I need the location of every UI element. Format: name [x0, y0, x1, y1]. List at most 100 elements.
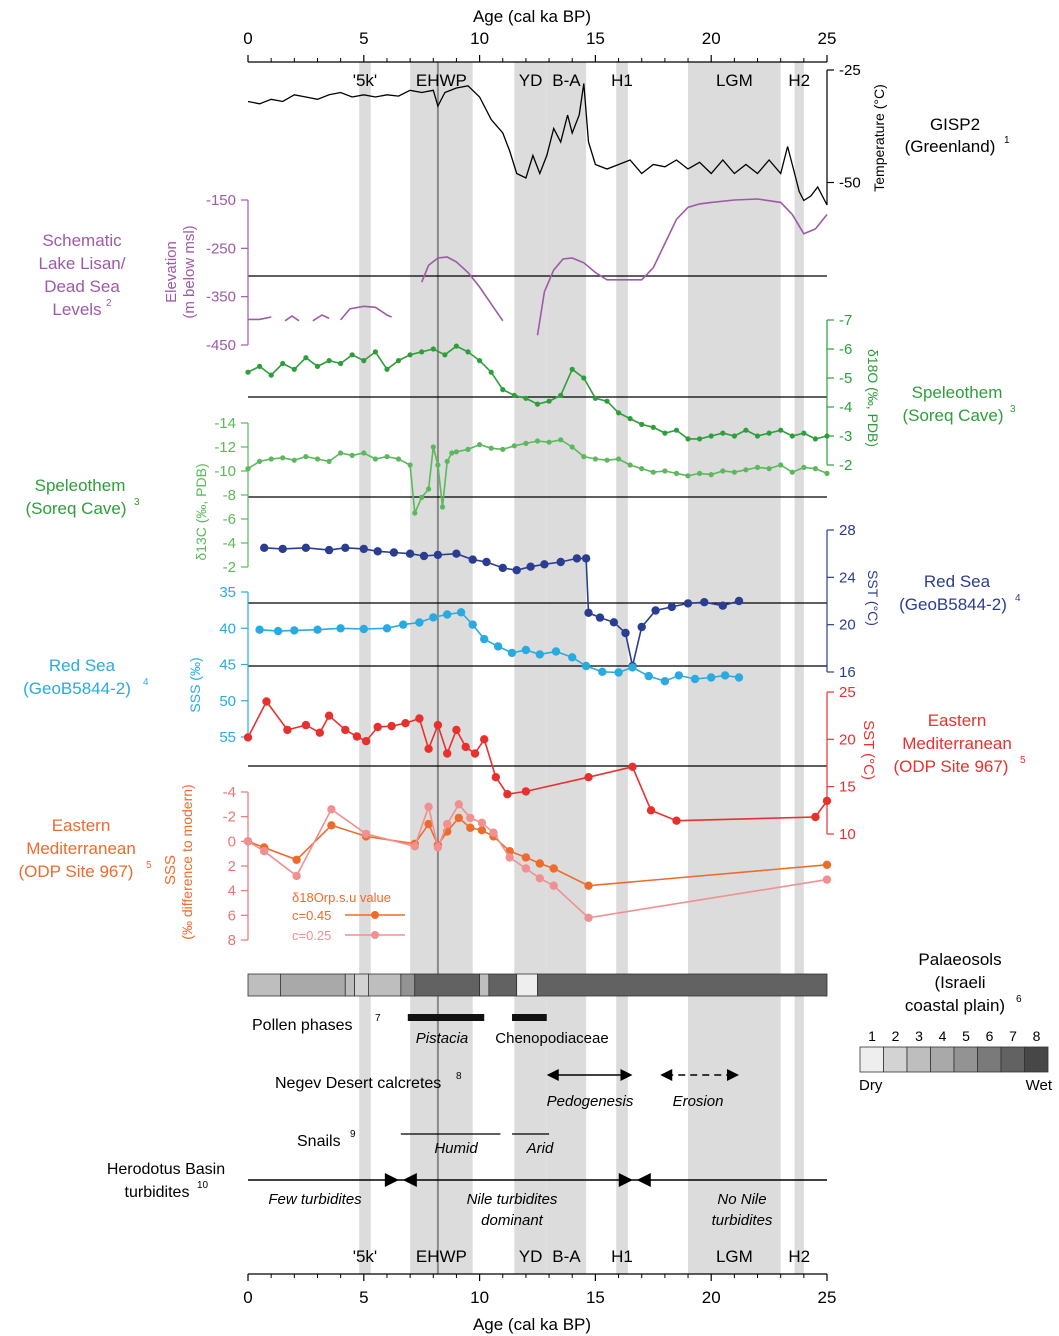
- series-point-4-0: [452, 549, 461, 558]
- scale-label-5: 5: [962, 1028, 970, 1044]
- series-point-6-0: [301, 720, 311, 730]
- series-point-6-0: [480, 735, 489, 744]
- series-point-2-0: [465, 349, 471, 355]
- series-point-3-0: [685, 473, 691, 479]
- series-point-3-0: [581, 454, 587, 460]
- panel-tick-label-6: 20: [839, 731, 856, 748]
- series-point-4-0: [700, 598, 709, 607]
- series-point-3-0: [720, 468, 726, 474]
- series-point-2-0: [338, 360, 344, 367]
- series-point-3-0: [453, 449, 459, 455]
- soreq-o-label-line2: (Soreq Cave): [902, 406, 1003, 425]
- series-point-4-0: [584, 608, 593, 617]
- series-point-2-0: [616, 410, 622, 416]
- series-point-3-0: [789, 469, 795, 475]
- sss-legend: δ18Orp.s.u value c=0.45 c=0.25: [292, 890, 405, 943]
- series-point-3-0: [708, 472, 714, 478]
- series-point-2-0: [720, 430, 726, 436]
- series-point-4-0: [498, 563, 507, 573]
- series-point-2-0: [766, 430, 772, 436]
- event-band-5: [688, 62, 781, 1274]
- series-point-6-0: [387, 721, 396, 731]
- redsea-sss-label-sup: 4: [143, 677, 149, 688]
- series-point-2-0: [384, 366, 390, 372]
- series-point-2-0: [604, 398, 610, 404]
- series-point-6-0: [811, 812, 820, 822]
- x-tick-label-0: 25: [818, 29, 837, 48]
- emed-sss-label-line1: Eastern: [52, 816, 111, 835]
- series-point-4-0: [651, 606, 660, 615]
- series-point-2-0: [303, 355, 309, 361]
- x-tick-label-0: 0: [243, 29, 252, 48]
- panel-tick-label-4: 24: [839, 569, 856, 586]
- series-point-2-0: [280, 360, 286, 367]
- series-point-3-0: [268, 456, 274, 462]
- x-tick-label-1: 0: [243, 1288, 252, 1307]
- redsea-sst-label-sup: 4: [1015, 593, 1021, 604]
- series-point-5-0: [734, 673, 744, 682]
- scale-label-7: 7: [1009, 1028, 1017, 1044]
- series-point-2-0: [500, 387, 506, 393]
- lisan-axis-title-1: Elevation: [163, 241, 180, 303]
- series-point-7-1: [327, 805, 336, 814]
- soreq-o-label-sup: 3: [1010, 404, 1016, 415]
- soreq-c-label-line1: Speleothem: [35, 476, 126, 495]
- emed-sss-label-line3: (ODP Site 967): [19, 862, 134, 881]
- series-point-5-0: [313, 625, 322, 634]
- series-point-2-0: [419, 349, 425, 355]
- event-label-3-bottom: B-A: [552, 1247, 581, 1266]
- redsea-sss-axis-title: SSS (‰): [187, 657, 203, 712]
- panel-tick-label-3: -10: [214, 463, 236, 480]
- panel-tick-label-1: -350: [206, 289, 236, 306]
- series-point-5-0: [336, 624, 345, 633]
- event-bands: [359, 62, 804, 1274]
- redsea-sss-label-line2: (GeoB5844-2): [23, 679, 131, 698]
- panel-tick-label-2: -2: [839, 457, 852, 474]
- series-point-4-0: [482, 557, 491, 567]
- series-point-3-0: [349, 452, 355, 458]
- series-point-2-0: [789, 433, 795, 439]
- panel-tick-label-7: 0: [228, 833, 236, 850]
- redsea-sss-label-line1: Red Sea: [49, 656, 116, 675]
- series-point-3-0: [395, 456, 402, 462]
- series-point-7-0: [424, 819, 433, 829]
- series-point-5-0: [468, 620, 477, 629]
- series-point-5-0: [429, 613, 438, 622]
- panel-tick-label-5: 35: [219, 584, 236, 601]
- scale-label-3: 3: [915, 1028, 923, 1044]
- x-tick-label-0: 15: [586, 29, 605, 48]
- series-point-5-0: [507, 648, 517, 658]
- series-point-2-0: [569, 366, 575, 372]
- series-point-6-0: [424, 744, 433, 753]
- series-point-5-0: [614, 668, 623, 677]
- series-point-6-0: [461, 742, 470, 752]
- event-label-0-bottom: '5k': [353, 1247, 377, 1266]
- series-point-6-0: [243, 733, 253, 742]
- series-point-2-0: [442, 352, 448, 358]
- series-point-6-0: [373, 722, 382, 732]
- series-point-2-0: [743, 427, 749, 433]
- series-line-1-0: [248, 316, 272, 321]
- series-point-6-0: [443, 749, 452, 758]
- axes-layer: 0 5 10 15 20 250 5 10 15 20 25-25-50-150-250-350-4…: [206, 29, 861, 1307]
- series-point-7-1: [292, 871, 301, 881]
- series-point-3-0: [426, 486, 432, 492]
- panel-tick-label-7: 2: [228, 858, 236, 875]
- panel-tick-label-0: -25: [839, 62, 861, 79]
- lisan-label-line3: Dead Sea: [44, 277, 120, 296]
- series-point-6-0: [401, 719, 410, 728]
- x-tick-label-1: 10: [470, 1288, 489, 1307]
- panel-tick-label-3: -4: [223, 535, 236, 552]
- series-point-2-0: [731, 433, 738, 439]
- panel-tick-label-6: 10: [839, 826, 856, 843]
- pollen-pistacia: Pistacia: [416, 1030, 469, 1047]
- negev-erosion: Erosion: [673, 1093, 724, 1110]
- series-point-5-0: [535, 650, 544, 659]
- soil-segment-0: [247, 973, 281, 997]
- negev-arrow-head-right-0: [620, 1069, 633, 1081]
- series-point-3-0: [569, 444, 575, 450]
- panel-tick-label-1: -150: [206, 192, 236, 209]
- series-point-7-1: [361, 829, 371, 839]
- series-point-2-0: [407, 352, 413, 358]
